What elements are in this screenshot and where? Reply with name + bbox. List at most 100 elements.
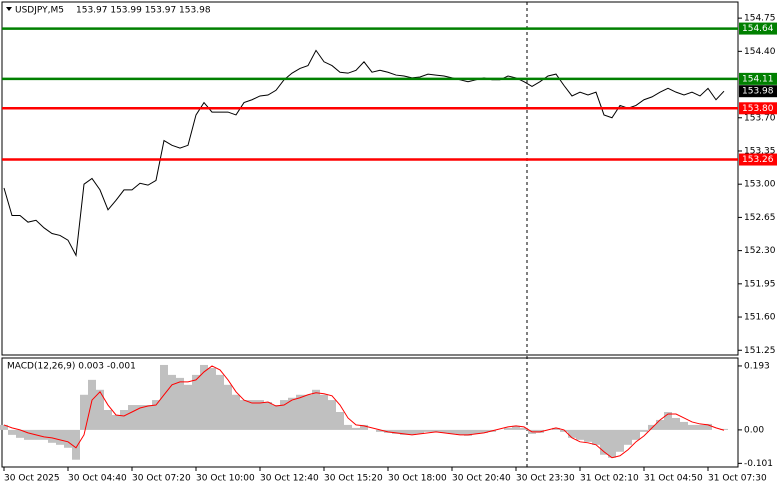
x-tick-label: 30 Oct 12:40 — [260, 474, 319, 484]
macd-bar — [360, 424, 368, 430]
macd-bar — [304, 394, 312, 430]
level-label: 153.26 — [742, 155, 774, 165]
x-tick-label: 30 Oct 23:30 — [516, 474, 575, 484]
macd-bar — [688, 424, 696, 430]
macd-bar — [480, 429, 488, 433]
macd-bar — [160, 364, 168, 430]
level-label-box — [739, 22, 777, 35]
macd-title: MACD(12,26,9) 0.003 -0.001 — [7, 362, 136, 372]
macd-bar — [376, 429, 384, 432]
macd-panel — [1, 357, 739, 468]
macd-bar — [128, 405, 136, 430]
macd-bar — [120, 410, 128, 430]
macd-bar — [560, 429, 568, 432]
x-tick-label: 30 Oct 04:40 — [68, 474, 127, 484]
macd-bar — [408, 429, 416, 435]
macd-bar — [320, 394, 328, 430]
macd-bar — [48, 429, 56, 443]
x-tick-label: 30 Oct 20:40 — [452, 474, 511, 484]
price-line — [3, 49, 725, 258]
macd-bar — [336, 412, 344, 430]
macd-bar — [256, 400, 264, 430]
macd-bar — [216, 374, 224, 430]
x-tick-label: 31 Oct 04:50 — [644, 474, 703, 484]
macd-bar — [88, 379, 96, 430]
y-tick-label: 153.35 — [744, 146, 776, 156]
macd-bar — [0, 424, 8, 430]
macd-bar — [424, 429, 432, 432]
macd-bar — [432, 429, 440, 432]
chart-title: USDJPY,M5 — [15, 6, 64, 16]
x-tick-label: 30 Oct 10:00 — [196, 474, 255, 484]
y-tick-label: 151.95 — [744, 279, 776, 289]
signal-line — [3, 365, 725, 459]
macd-bar — [64, 429, 72, 448]
macd-bar — [704, 423, 712, 430]
macd-bar — [24, 429, 32, 440]
level-label-box — [739, 72, 777, 85]
macd-bar — [200, 364, 208, 430]
macd-bar — [264, 402, 272, 430]
macd-bar — [512, 425, 520, 430]
macd-bar — [240, 400, 248, 430]
macd-bar — [616, 429, 624, 452]
macd-bar — [248, 400, 256, 430]
macd-bar — [272, 405, 280, 430]
macd-bar — [112, 414, 120, 430]
macd-bar — [632, 429, 640, 440]
macd-bar — [640, 429, 648, 432]
macd-bar — [312, 389, 320, 430]
macd-bar — [600, 429, 608, 455]
macd-bar — [176, 377, 184, 430]
macd-bar — [232, 394, 240, 430]
macd-bar — [392, 429, 400, 434]
macd-bar — [472, 429, 480, 434]
macd-bar — [504, 427, 512, 430]
macd-bar — [720, 428, 728, 430]
macd-bar — [104, 410, 112, 430]
macd-bar — [400, 429, 408, 435]
macd-bar — [456, 429, 464, 435]
current-price-label: 153.98 — [742, 87, 774, 97]
macd-bar — [352, 427, 360, 430]
macd-bar — [184, 384, 192, 430]
macd-bar — [136, 405, 144, 430]
x-tick-label: 30 Oct 07:20 — [132, 474, 191, 484]
macd-bar — [72, 429, 80, 460]
price-panel — [1, 1, 739, 356]
y-tick-label: 0.00 — [744, 425, 764, 435]
x-tick-label: 31 Oct 07:30 — [708, 474, 767, 484]
y-tick-label: 152.65 — [744, 213, 776, 223]
macd-bar — [552, 427, 560, 430]
x-tick-label: 30 Oct 15:20 — [324, 474, 383, 484]
level-label-box — [739, 102, 777, 115]
macd-bar — [192, 374, 200, 430]
macd-bar — [520, 427, 528, 430]
x-tick-label: 31 Oct 02:10 — [580, 474, 639, 484]
level-label: 154.11 — [742, 74, 774, 84]
x-tick-label: 30 Oct 2025 — [4, 474, 60, 484]
macd-bar — [288, 397, 296, 430]
y-tick-label: 153.70 — [744, 113, 776, 123]
macd-bar — [56, 429, 64, 445]
macd-bar — [152, 400, 160, 430]
macd-bar — [296, 394, 304, 430]
macd-bar — [448, 429, 456, 434]
y-tick-label: 151.25 — [744, 346, 776, 356]
macd-bar — [672, 417, 680, 430]
macd-bar — [280, 400, 288, 430]
y-tick-label: -0.101 — [744, 459, 773, 469]
ohlc: 153.97 153.99 153.97 153.98 — [76, 6, 211, 16]
macd-bar — [208, 367, 216, 430]
macd-bar — [416, 429, 424, 434]
current-price-box — [739, 85, 777, 98]
macd-bar — [144, 405, 152, 430]
macd-bar — [96, 389, 104, 430]
macd-bar — [664, 412, 672, 430]
menu-arrow — [6, 7, 12, 11]
macd-bar — [464, 429, 472, 436]
macd-bar — [8, 429, 16, 435]
macd-bar — [224, 384, 232, 430]
macd-bar — [592, 429, 600, 445]
